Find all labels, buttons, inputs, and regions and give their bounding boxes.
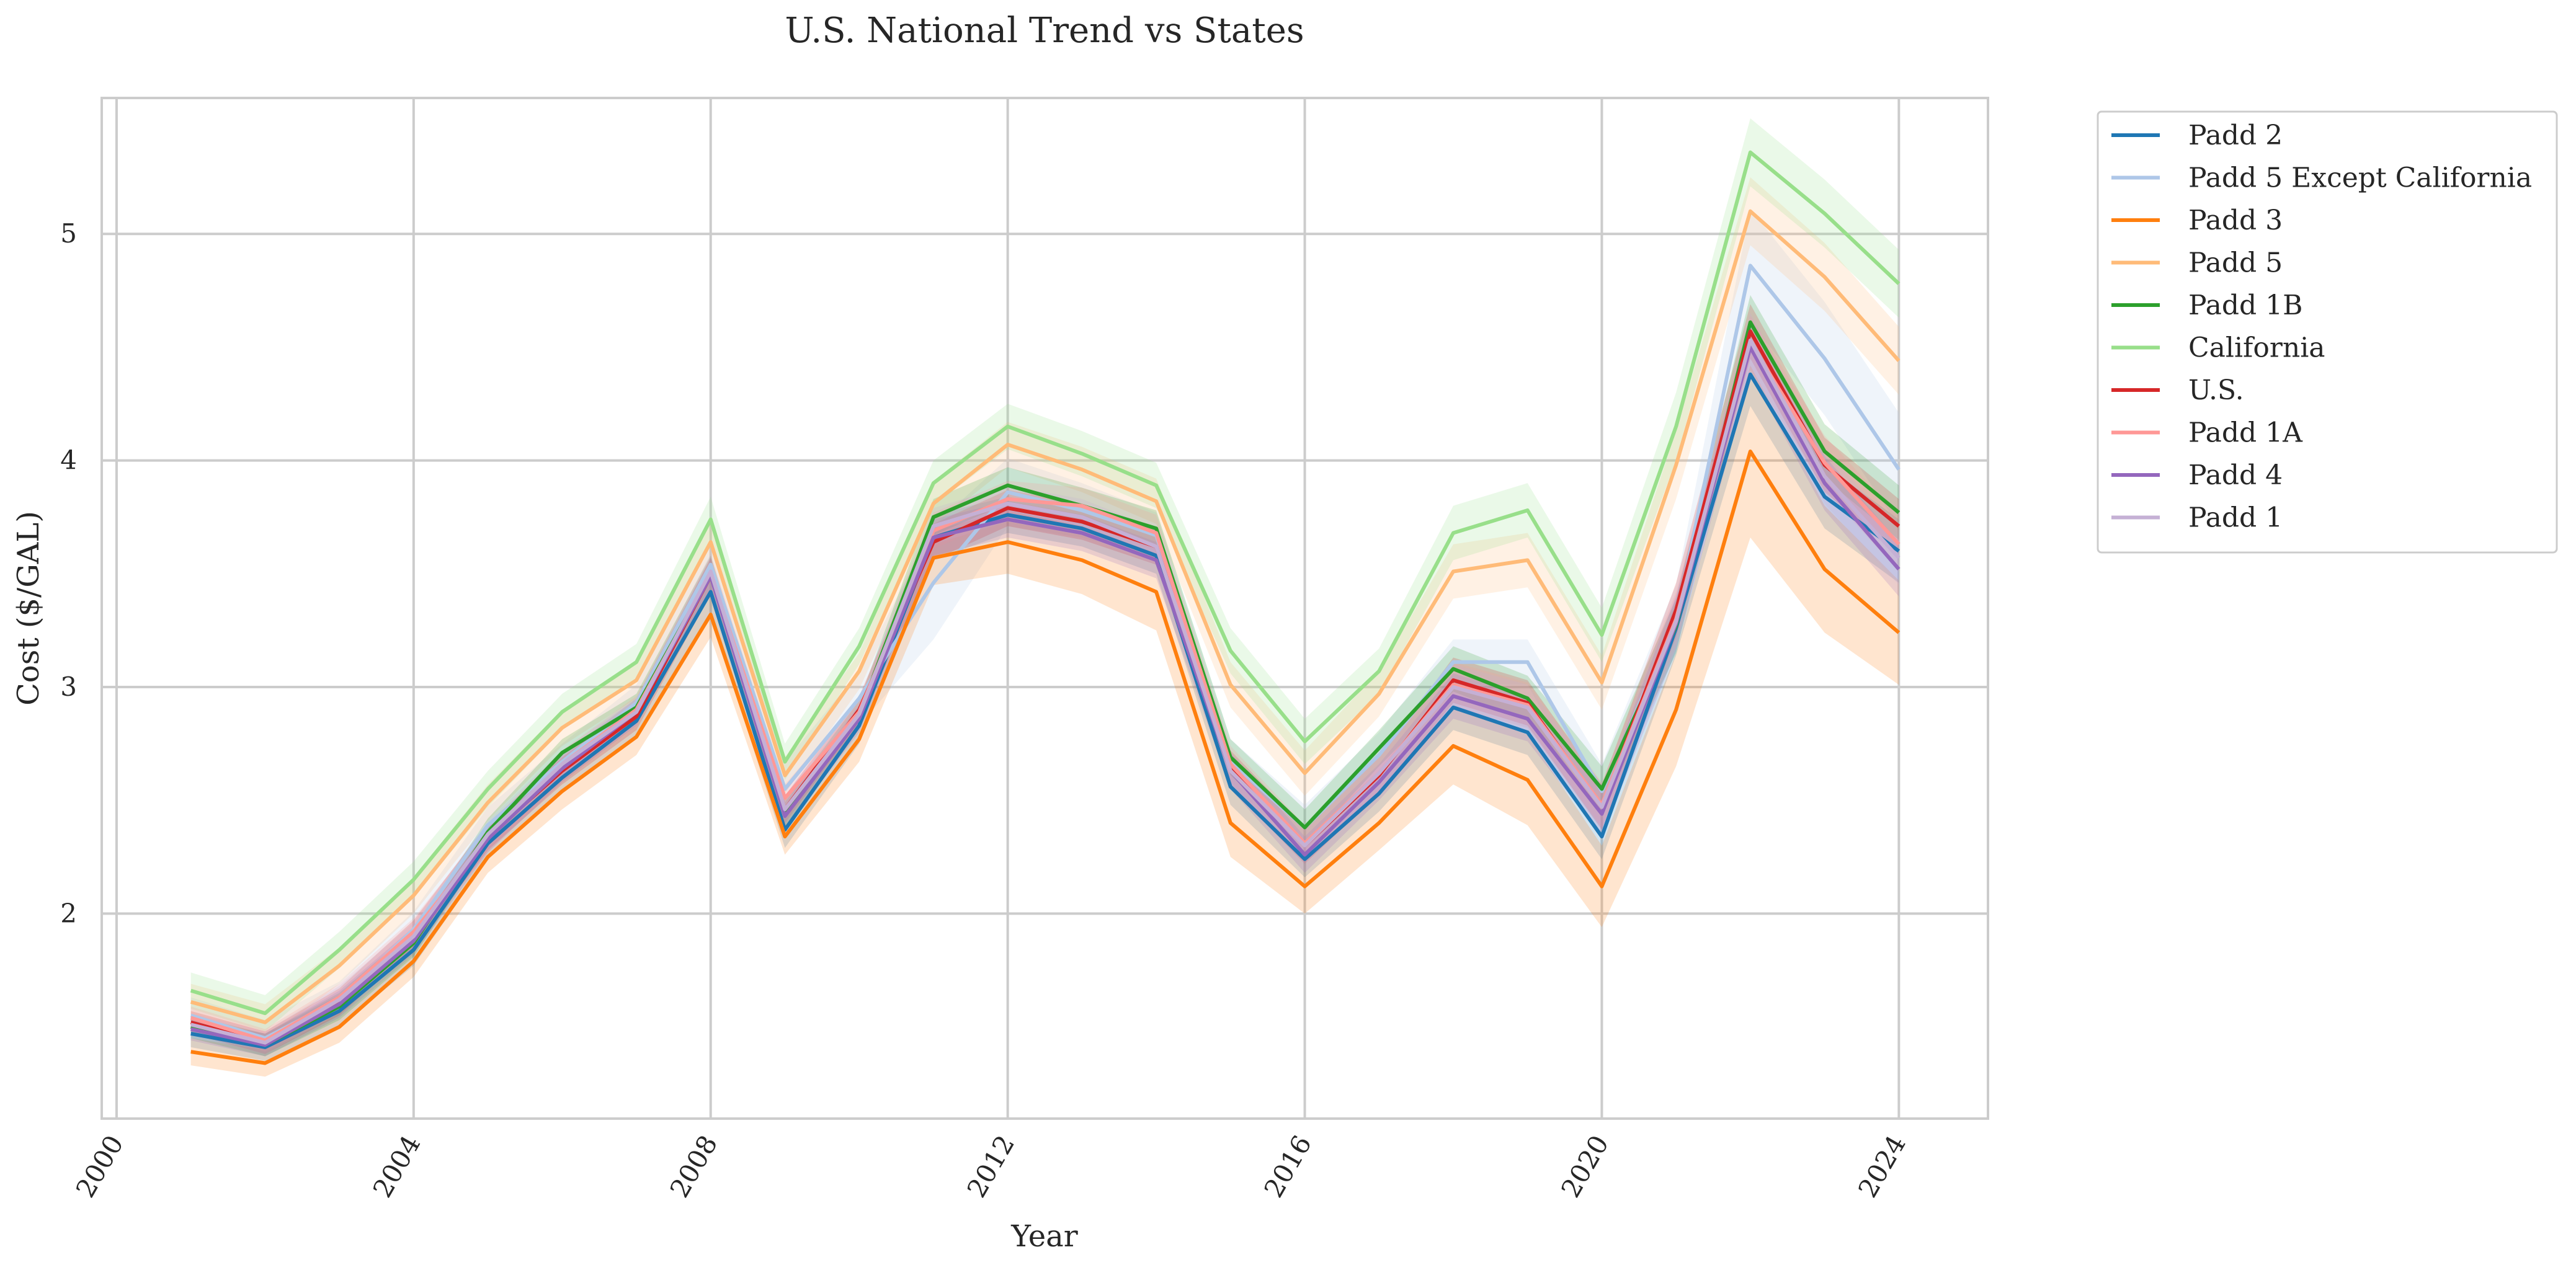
series-line	[190, 345, 1901, 1047]
y-axis-ticks: 2 3 4 5	[60, 218, 77, 928]
legend-label: U.S.	[2188, 375, 2244, 406]
legend-label: Padd 1	[2188, 502, 2283, 534]
legend-label: Padd 4	[2188, 459, 2283, 491]
legend-box	[2097, 110, 2558, 554]
series-line	[190, 372, 1901, 1049]
x-tick-label: 2012	[961, 1130, 1020, 1203]
confidence-bands	[190, 118, 1899, 1077]
series-line	[190, 449, 1901, 1065]
gridlines	[102, 98, 1988, 1119]
confidence-band	[190, 118, 1899, 1032]
legend-label: Padd 2	[2188, 120, 2283, 151]
legend: Padd 2 Padd 5 Except California Padd 3 Padd…	[2097, 110, 2558, 554]
x-tick-label: 2004	[367, 1130, 427, 1203]
legend-label: Padd 1A	[2188, 417, 2303, 449]
y-axis-label: Cost ($/GAL)	[11, 511, 46, 706]
series-line	[190, 338, 1901, 1045]
y-tick-label: 5	[60, 218, 77, 249]
x-tick-label: 2008	[664, 1130, 724, 1203]
legend-label: Padd 3	[2188, 205, 2283, 236]
y-tick-label: 3	[60, 672, 77, 702]
legend-label: Padd 5 Except California	[2188, 162, 2532, 194]
legend-label: California	[2188, 332, 2325, 364]
x-tick-label: 2016	[1258, 1130, 1317, 1203]
series-line	[190, 209, 1901, 1024]
legend-label: Padd 1B	[2188, 290, 2303, 321]
chart-title: U.S. National Trend vs States	[785, 11, 1304, 51]
confidence-band	[190, 209, 1899, 1057]
plot-frame	[100, 97, 1989, 1120]
x-axis-label: Year	[1010, 1219, 1078, 1254]
x-tick-label: 2024	[1852, 1130, 1912, 1203]
x-axis-ticks: 2000 2004 2008 2012 2016 2020 2024	[70, 1130, 1912, 1203]
series-lines	[190, 150, 1901, 1065]
series-line	[190, 150, 1901, 1016]
legend-label: Padd 5	[2188, 247, 2283, 279]
y-tick-label: 4	[60, 445, 77, 476]
x-tick-label: 2000	[70, 1130, 130, 1203]
y-tick-label: 2	[60, 898, 77, 928]
x-tick-label: 2020	[1555, 1130, 1615, 1203]
